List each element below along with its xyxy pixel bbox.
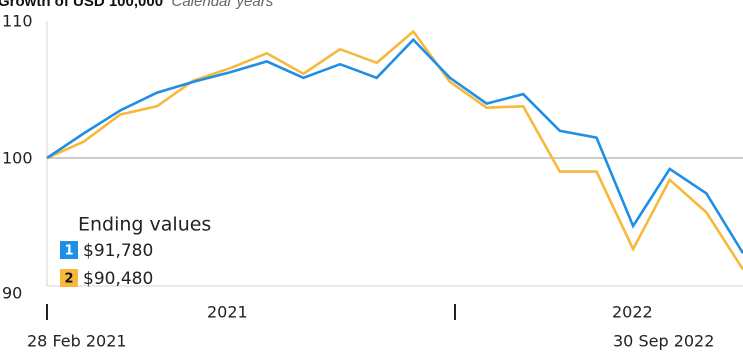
y-tick-label: 110 bbox=[2, 12, 33, 31]
y-axis-ticks: 110 100 90 bbox=[2, 12, 33, 303]
legend-badge-1 bbox=[60, 241, 78, 259]
legend-badge-number: 2 bbox=[64, 272, 73, 287]
legend-badge-2 bbox=[60, 269, 78, 287]
chart-title-text: Growth of USD 100,000 bbox=[0, 0, 163, 10]
x-start-date-label: 28 Feb 2021 bbox=[27, 332, 127, 351]
legend: Ending values 1 $91,780 2 $90,480 bbox=[60, 214, 211, 289]
plot-frame bbox=[46, 21, 743, 287]
legend-item-1: 1 $91,780 bbox=[60, 241, 153, 261]
series-layer bbox=[46, 29, 743, 271]
x-end-date-label: 30 Sep 2022 bbox=[613, 332, 714, 351]
legend-ending-value: $91,780 bbox=[83, 241, 153, 261]
legend-badge-number: 1 bbox=[64, 244, 73, 259]
svg-text:Growth of USD 100,000 Ca: Growth of USD 100,000 Calendar years bbox=[0, 0, 274, 10]
x-year-label: 2022 bbox=[612, 303, 653, 322]
y-tick-label: 100 bbox=[2, 149, 33, 168]
series-line-2 bbox=[46, 29, 743, 271]
series-line-1 bbox=[46, 37, 743, 254]
legend-title: Ending values bbox=[78, 214, 211, 236]
x-year-label: 2021 bbox=[207, 303, 248, 322]
legend-ending-value: $90,480 bbox=[83, 269, 153, 289]
legend-item-2: 2 $90,480 bbox=[60, 269, 153, 289]
x-axis: 2021 2022 28 Feb 2021 30 Sep 2022 bbox=[27, 303, 714, 351]
y-tick-label: 90 bbox=[2, 284, 22, 303]
chart-subtitle-text: Calendar years bbox=[172, 0, 274, 10]
chart-title: Growth of USD 100,000 Calendar years bbox=[0, 0, 274, 10]
